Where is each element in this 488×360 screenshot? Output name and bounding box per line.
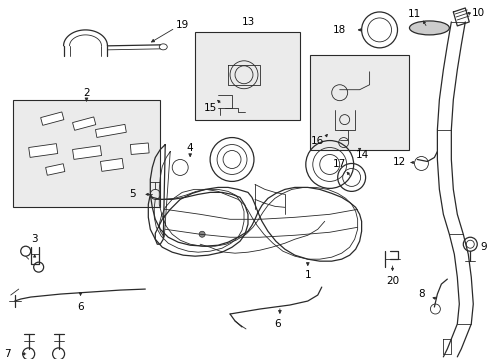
Text: 12: 12 bbox=[392, 157, 406, 167]
Bar bbox=[29, 144, 58, 157]
Bar bbox=[45, 164, 65, 175]
Bar bbox=[13, 100, 160, 207]
Text: 17: 17 bbox=[332, 159, 346, 170]
Bar bbox=[100, 158, 123, 171]
Bar bbox=[72, 146, 102, 159]
Bar bbox=[195, 32, 299, 120]
Text: 3: 3 bbox=[31, 234, 38, 244]
Text: 4: 4 bbox=[186, 143, 193, 153]
Text: 8: 8 bbox=[417, 289, 424, 299]
Text: 11: 11 bbox=[407, 9, 420, 19]
Text: 10: 10 bbox=[471, 8, 484, 18]
Text: 7: 7 bbox=[4, 349, 11, 359]
Text: 20: 20 bbox=[385, 276, 398, 286]
Text: 13: 13 bbox=[241, 17, 254, 27]
Bar bbox=[41, 112, 64, 125]
Text: 14: 14 bbox=[355, 149, 368, 159]
Text: 1: 1 bbox=[304, 270, 310, 280]
Bar bbox=[72, 117, 96, 130]
Ellipse shape bbox=[408, 21, 448, 35]
Text: 6: 6 bbox=[77, 302, 83, 312]
Circle shape bbox=[199, 231, 204, 237]
Text: 19: 19 bbox=[175, 20, 188, 30]
Text: 2: 2 bbox=[83, 88, 90, 98]
Text: 6: 6 bbox=[274, 319, 281, 329]
Text: 18: 18 bbox=[332, 25, 346, 35]
Bar bbox=[95, 125, 126, 138]
Text: 16: 16 bbox=[310, 136, 324, 145]
Bar bbox=[309, 55, 408, 149]
Text: 15: 15 bbox=[203, 103, 216, 113]
Text: 9: 9 bbox=[479, 242, 486, 252]
Bar bbox=[130, 143, 149, 154]
Text: 5: 5 bbox=[129, 189, 135, 199]
